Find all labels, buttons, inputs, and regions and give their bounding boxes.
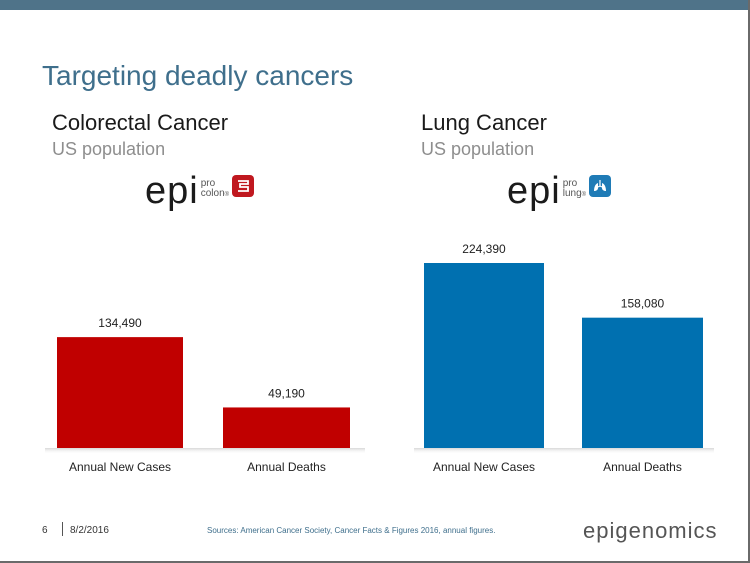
page-number: 6 bbox=[42, 525, 48, 536]
footer-date: 8/2/2016 bbox=[70, 525, 109, 536]
chart-2-bar-new-cases bbox=[424, 263, 544, 448]
chart-1-floor-shadow bbox=[45, 448, 365, 454]
chart-1-bar-new-cases bbox=[57, 337, 183, 448]
charts-canvas: 134,490 Annual New Cases 49,190 Annual Deat… bbox=[45, 242, 714, 474]
chart-2-category-label: Annual Deaths bbox=[603, 460, 682, 474]
logo-colon-text: colon bbox=[200, 188, 225, 199]
chart-1-bar-deaths bbox=[223, 407, 350, 448]
chart-2-data-label: 224,390 bbox=[462, 242, 506, 256]
logo-pro-text: pro bbox=[562, 177, 578, 189]
logo-lung-text: lung bbox=[562, 188, 582, 199]
epi-procolon-logo: epi pro colon® bbox=[145, 170, 255, 212]
sources-note: Sources: American Cancer Society, Cancer… bbox=[207, 526, 496, 535]
chart-2-data-label: 158,080 bbox=[621, 297, 665, 311]
chart-1-data-label: 49,190 bbox=[268, 386, 305, 400]
slide-title: Targeting deadly cancers bbox=[42, 60, 354, 91]
chart-2-floor-shadow bbox=[414, 448, 714, 454]
chart-2-bar-deaths bbox=[582, 317, 703, 448]
brand-wordmark: epigenomics bbox=[583, 518, 718, 543]
logo-pro-text: pro bbox=[200, 177, 216, 189]
epi-prolung-logo: epi pro lung® bbox=[507, 170, 612, 212]
footer-divider bbox=[62, 522, 63, 536]
chart-1-category-label: Annual Deaths bbox=[247, 460, 326, 474]
chart-1-data-label: 134,490 bbox=[98, 316, 142, 330]
lung-heading: Lung Cancer bbox=[421, 110, 547, 135]
colon-icon bbox=[232, 175, 255, 197]
chart-1-category-label: Annual New Cases bbox=[69, 460, 171, 474]
colorectal-subheading: US population bbox=[52, 139, 166, 159]
lung-subheading: US population bbox=[421, 139, 535, 159]
chart-2-category-label: Annual New Cases bbox=[433, 460, 535, 474]
logo-epi-text: epi bbox=[507, 170, 561, 212]
top-bar bbox=[0, 0, 748, 10]
colorectal-heading: Colorectal Cancer bbox=[52, 110, 229, 135]
lungs-icon bbox=[589, 175, 612, 197]
logo-epi-text: epi bbox=[145, 170, 199, 212]
